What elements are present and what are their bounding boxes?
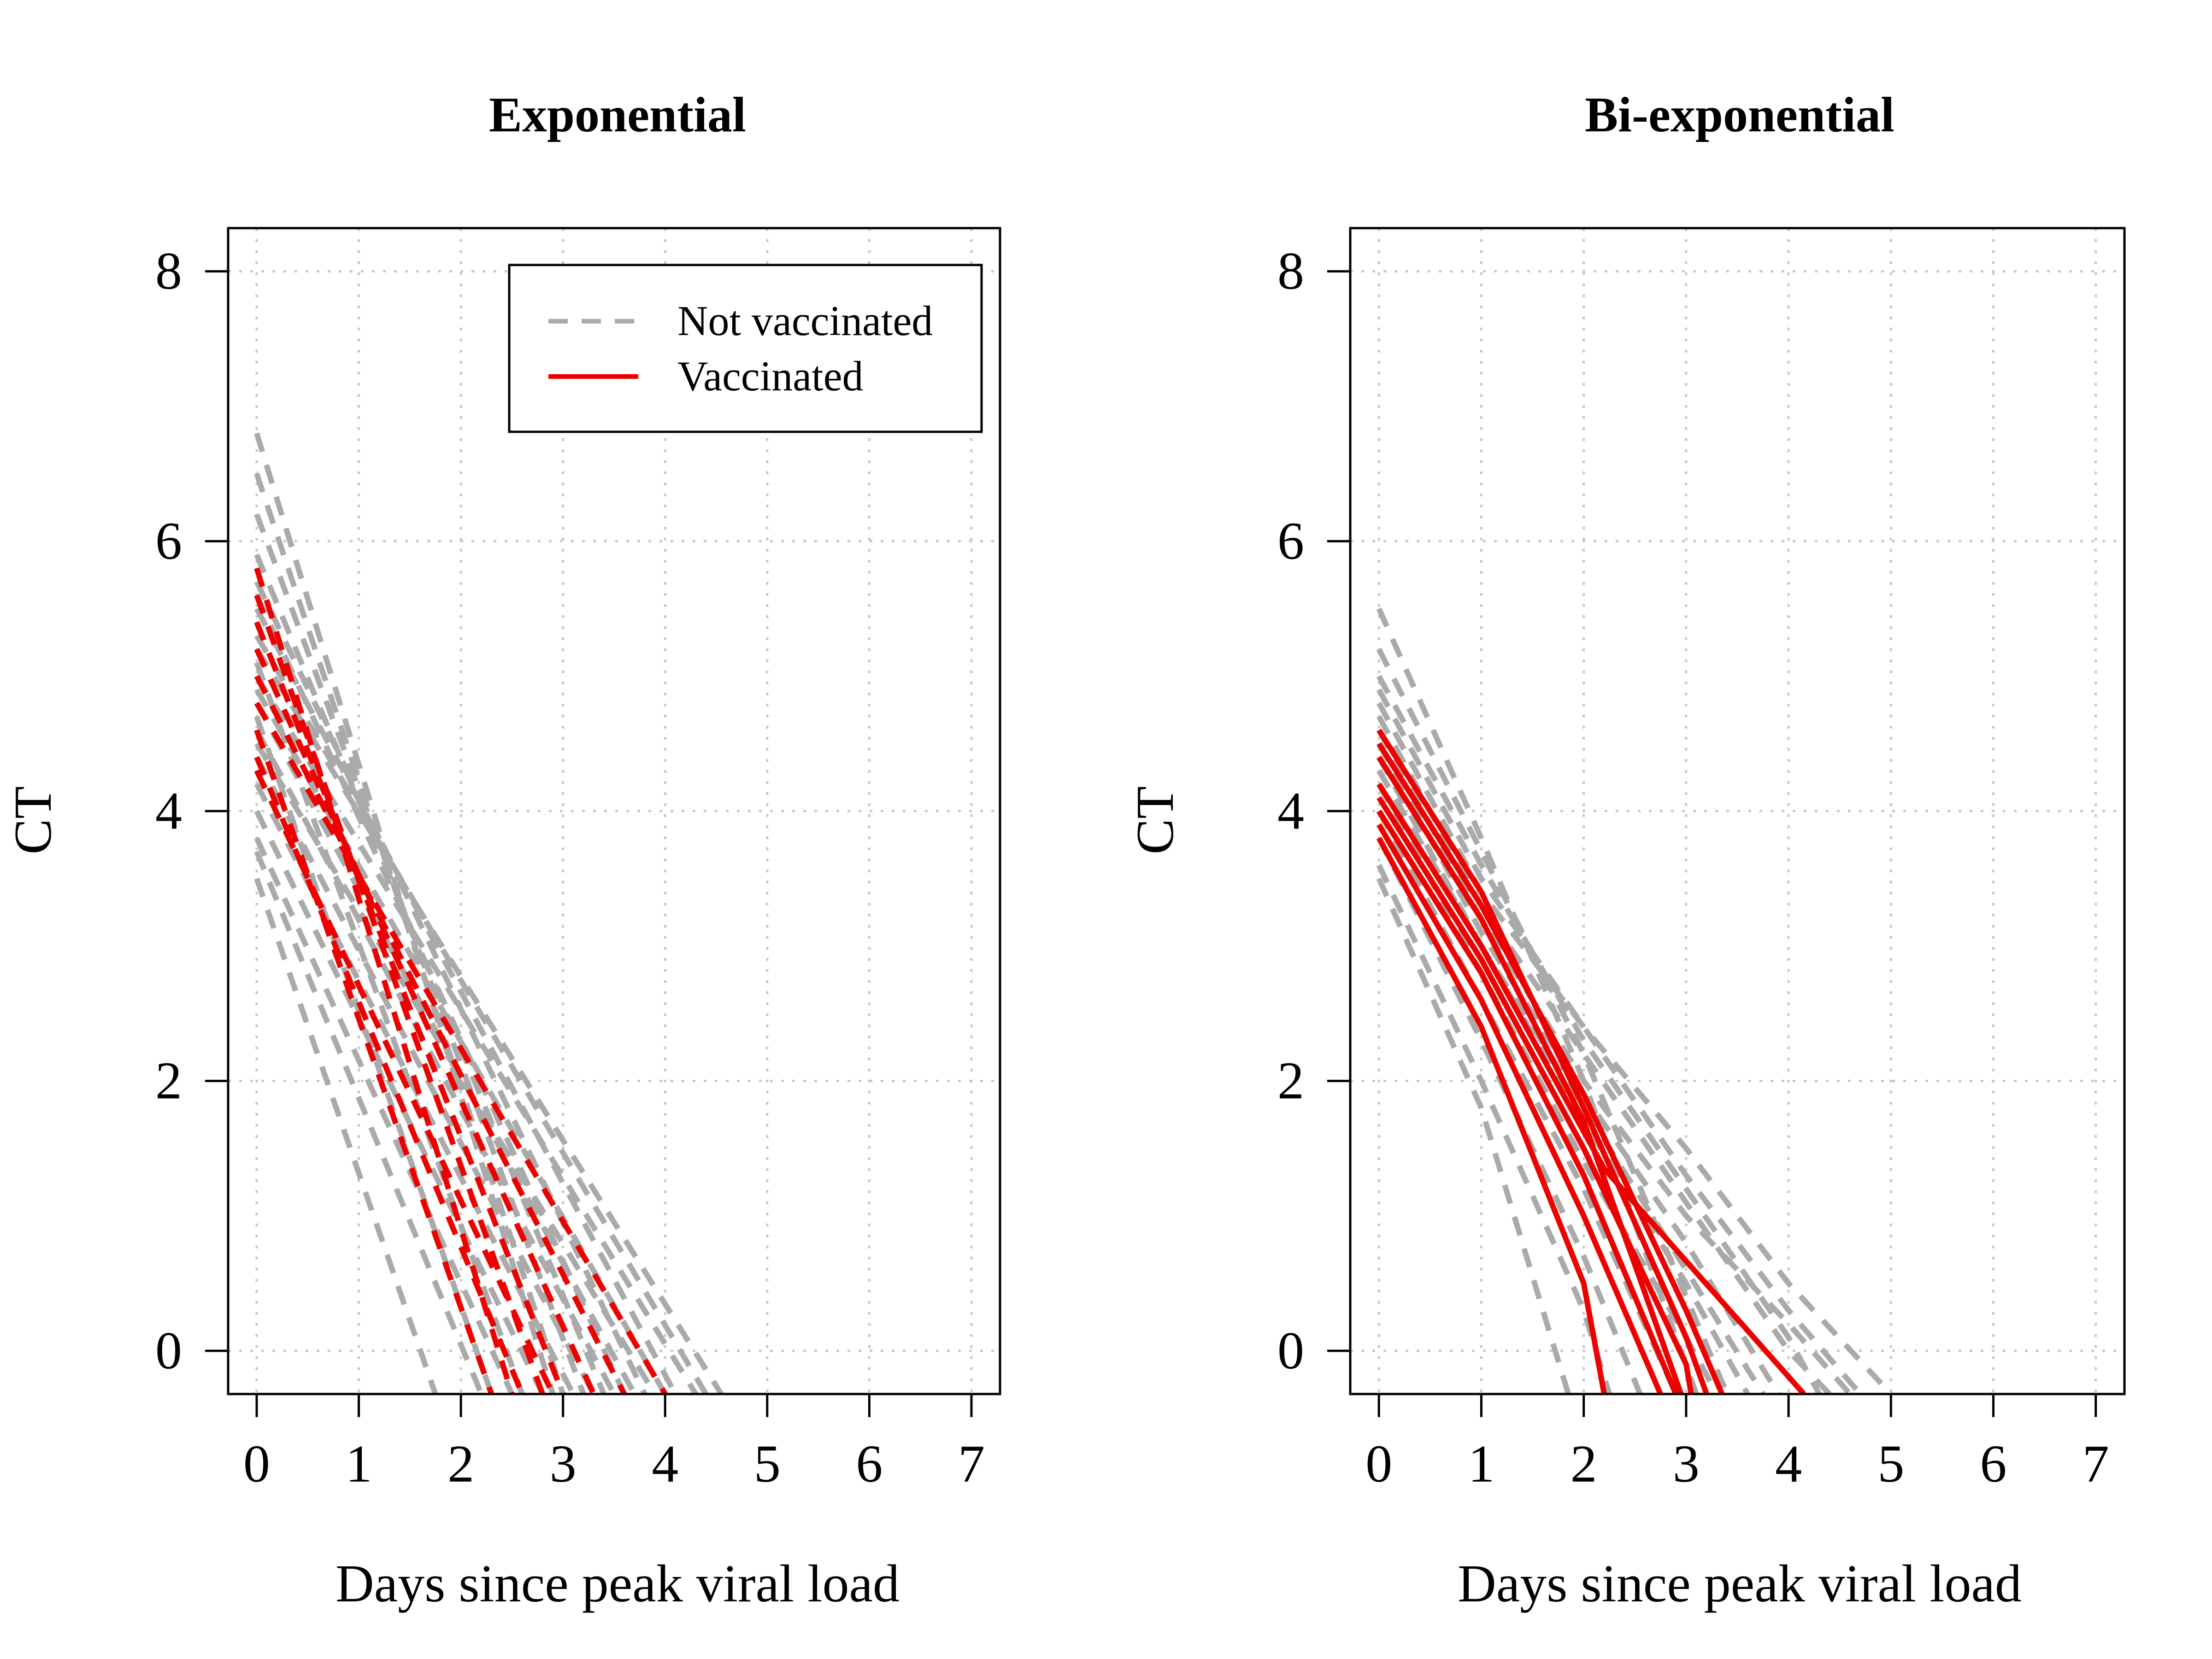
not-vaccinated-series-line bbox=[254, 716, 494, 1394]
y-tick-label: 4 bbox=[155, 782, 182, 841]
y-tick-label: 0 bbox=[1277, 1321, 1304, 1380]
not-vaccinated-series-line bbox=[254, 756, 596, 1394]
not-vaccinated-series-line bbox=[254, 729, 617, 1394]
x-axis-label: Days since peak viral load bbox=[335, 1554, 900, 1613]
vaccinated-series-line bbox=[254, 648, 596, 1394]
vaccinated-series-line bbox=[254, 729, 494, 1394]
x-tick-label: 1 bbox=[346, 1435, 372, 1494]
vaccinated-series-line bbox=[254, 567, 515, 1394]
x-tick-label: 5 bbox=[1877, 1435, 1904, 1494]
not-vaccinated-series-line bbox=[254, 580, 647, 1394]
vaccinated-series-line bbox=[1377, 823, 1663, 1394]
x-tick-label: 4 bbox=[1775, 1435, 1802, 1494]
x-tick-label: 6 bbox=[856, 1435, 882, 1494]
not-vaccinated-series-line bbox=[254, 661, 525, 1394]
vaccinated-series-line bbox=[254, 621, 566, 1394]
x-tick-label: 5 bbox=[754, 1435, 781, 1494]
y-axis-label: CT bbox=[1126, 786, 1185, 854]
x-tick-label: 7 bbox=[2083, 1435, 2109, 1494]
not-vaccinated-series-line bbox=[254, 553, 606, 1394]
series-lines bbox=[1376, 607, 1893, 1394]
vaccinated-series-line bbox=[1377, 796, 1694, 1394]
vaccinated-series-line bbox=[1376, 836, 1607, 1394]
not-vaccinated-series-line bbox=[254, 607, 678, 1394]
legend-label-not-vaccinated: Not vaccinated bbox=[677, 297, 933, 344]
x-tick-label: 7 bbox=[958, 1435, 985, 1494]
y-tick-label: 4 bbox=[1277, 782, 1304, 841]
not-vaccinated-series-line bbox=[1376, 688, 1863, 1394]
not-vaccinated-series-line bbox=[254, 837, 515, 1394]
vaccinated-series-line bbox=[1377, 782, 1806, 1394]
legend-box bbox=[508, 264, 983, 433]
not-vaccinated-series-line bbox=[254, 810, 545, 1394]
not-vaccinated-series-line bbox=[1376, 675, 1822, 1394]
x-tick-label: 0 bbox=[243, 1435, 270, 1494]
x-tick-label: 4 bbox=[652, 1435, 678, 1494]
not-vaccinated-series-line bbox=[1376, 877, 1571, 1394]
x-tick-label: 6 bbox=[1980, 1435, 2007, 1494]
x-tick-label: 3 bbox=[550, 1435, 577, 1494]
axes: 0 1 2 3 4 5 6 7 0 2 4 6 8 bbox=[1277, 227, 2126, 1494]
vaccinated-series-line bbox=[1377, 755, 1684, 1394]
vaccinated-series-line bbox=[254, 701, 668, 1394]
y-tick-label: 6 bbox=[155, 512, 182, 571]
not-vaccinated-series-line bbox=[1376, 756, 1750, 1394]
y-tick-label: 0 bbox=[155, 1321, 182, 1380]
x-tick-label: 3 bbox=[1673, 1435, 1700, 1494]
panel-title: Bi-exponential bbox=[1585, 88, 1894, 142]
x-axis-label: Days since peak viral load bbox=[1458, 1554, 2022, 1613]
not-vaccinated-series-line bbox=[254, 647, 724, 1394]
x-tick-label: 0 bbox=[1365, 1435, 1392, 1494]
vaccinated-series-line bbox=[254, 594, 546, 1394]
vaccinated-series-line bbox=[1377, 809, 1679, 1394]
y-tick-label: 6 bbox=[1277, 512, 1304, 571]
exponential-panel: Exponential 0 1 2 3 4 5 6 7 0 2 4 6 8 Days since pea… bbox=[4, 88, 1001, 1613]
x-tick-label: 2 bbox=[447, 1435, 474, 1494]
axes: 0 1 2 3 4 5 6 7 0 2 4 6 8 bbox=[155, 227, 1001, 1494]
vaccinated-series-line bbox=[1377, 742, 1725, 1394]
bi-exponential-panel: Bi-exponential 0 1 2 3 4 5 6 7 0 2 4 6 8 Days since … bbox=[1126, 88, 2126, 1613]
vaccinated-series-line bbox=[1377, 729, 1709, 1394]
panel-title: Exponential bbox=[489, 88, 746, 142]
not-vaccinated-series-line bbox=[254, 877, 438, 1394]
vaccinated-series-line bbox=[254, 675, 627, 1394]
y-axis-label: CT bbox=[4, 786, 63, 854]
not-vaccinated-series-line bbox=[254, 594, 627, 1394]
y-tick-label: 8 bbox=[155, 242, 182, 301]
legend-label-vaccinated: Vaccinated bbox=[677, 353, 864, 400]
vaccinated-series-line bbox=[254, 769, 556, 1394]
x-tick-label: 1 bbox=[1468, 1435, 1494, 1494]
legend: Not vaccinated Vaccinated bbox=[508, 264, 983, 433]
y-tick-label: 2 bbox=[155, 1052, 182, 1111]
x-tick-label: 2 bbox=[1571, 1435, 1597, 1494]
y-tick-label: 8 bbox=[1277, 242, 1304, 301]
series-lines bbox=[254, 432, 724, 1394]
y-tick-label: 2 bbox=[1277, 1052, 1304, 1111]
